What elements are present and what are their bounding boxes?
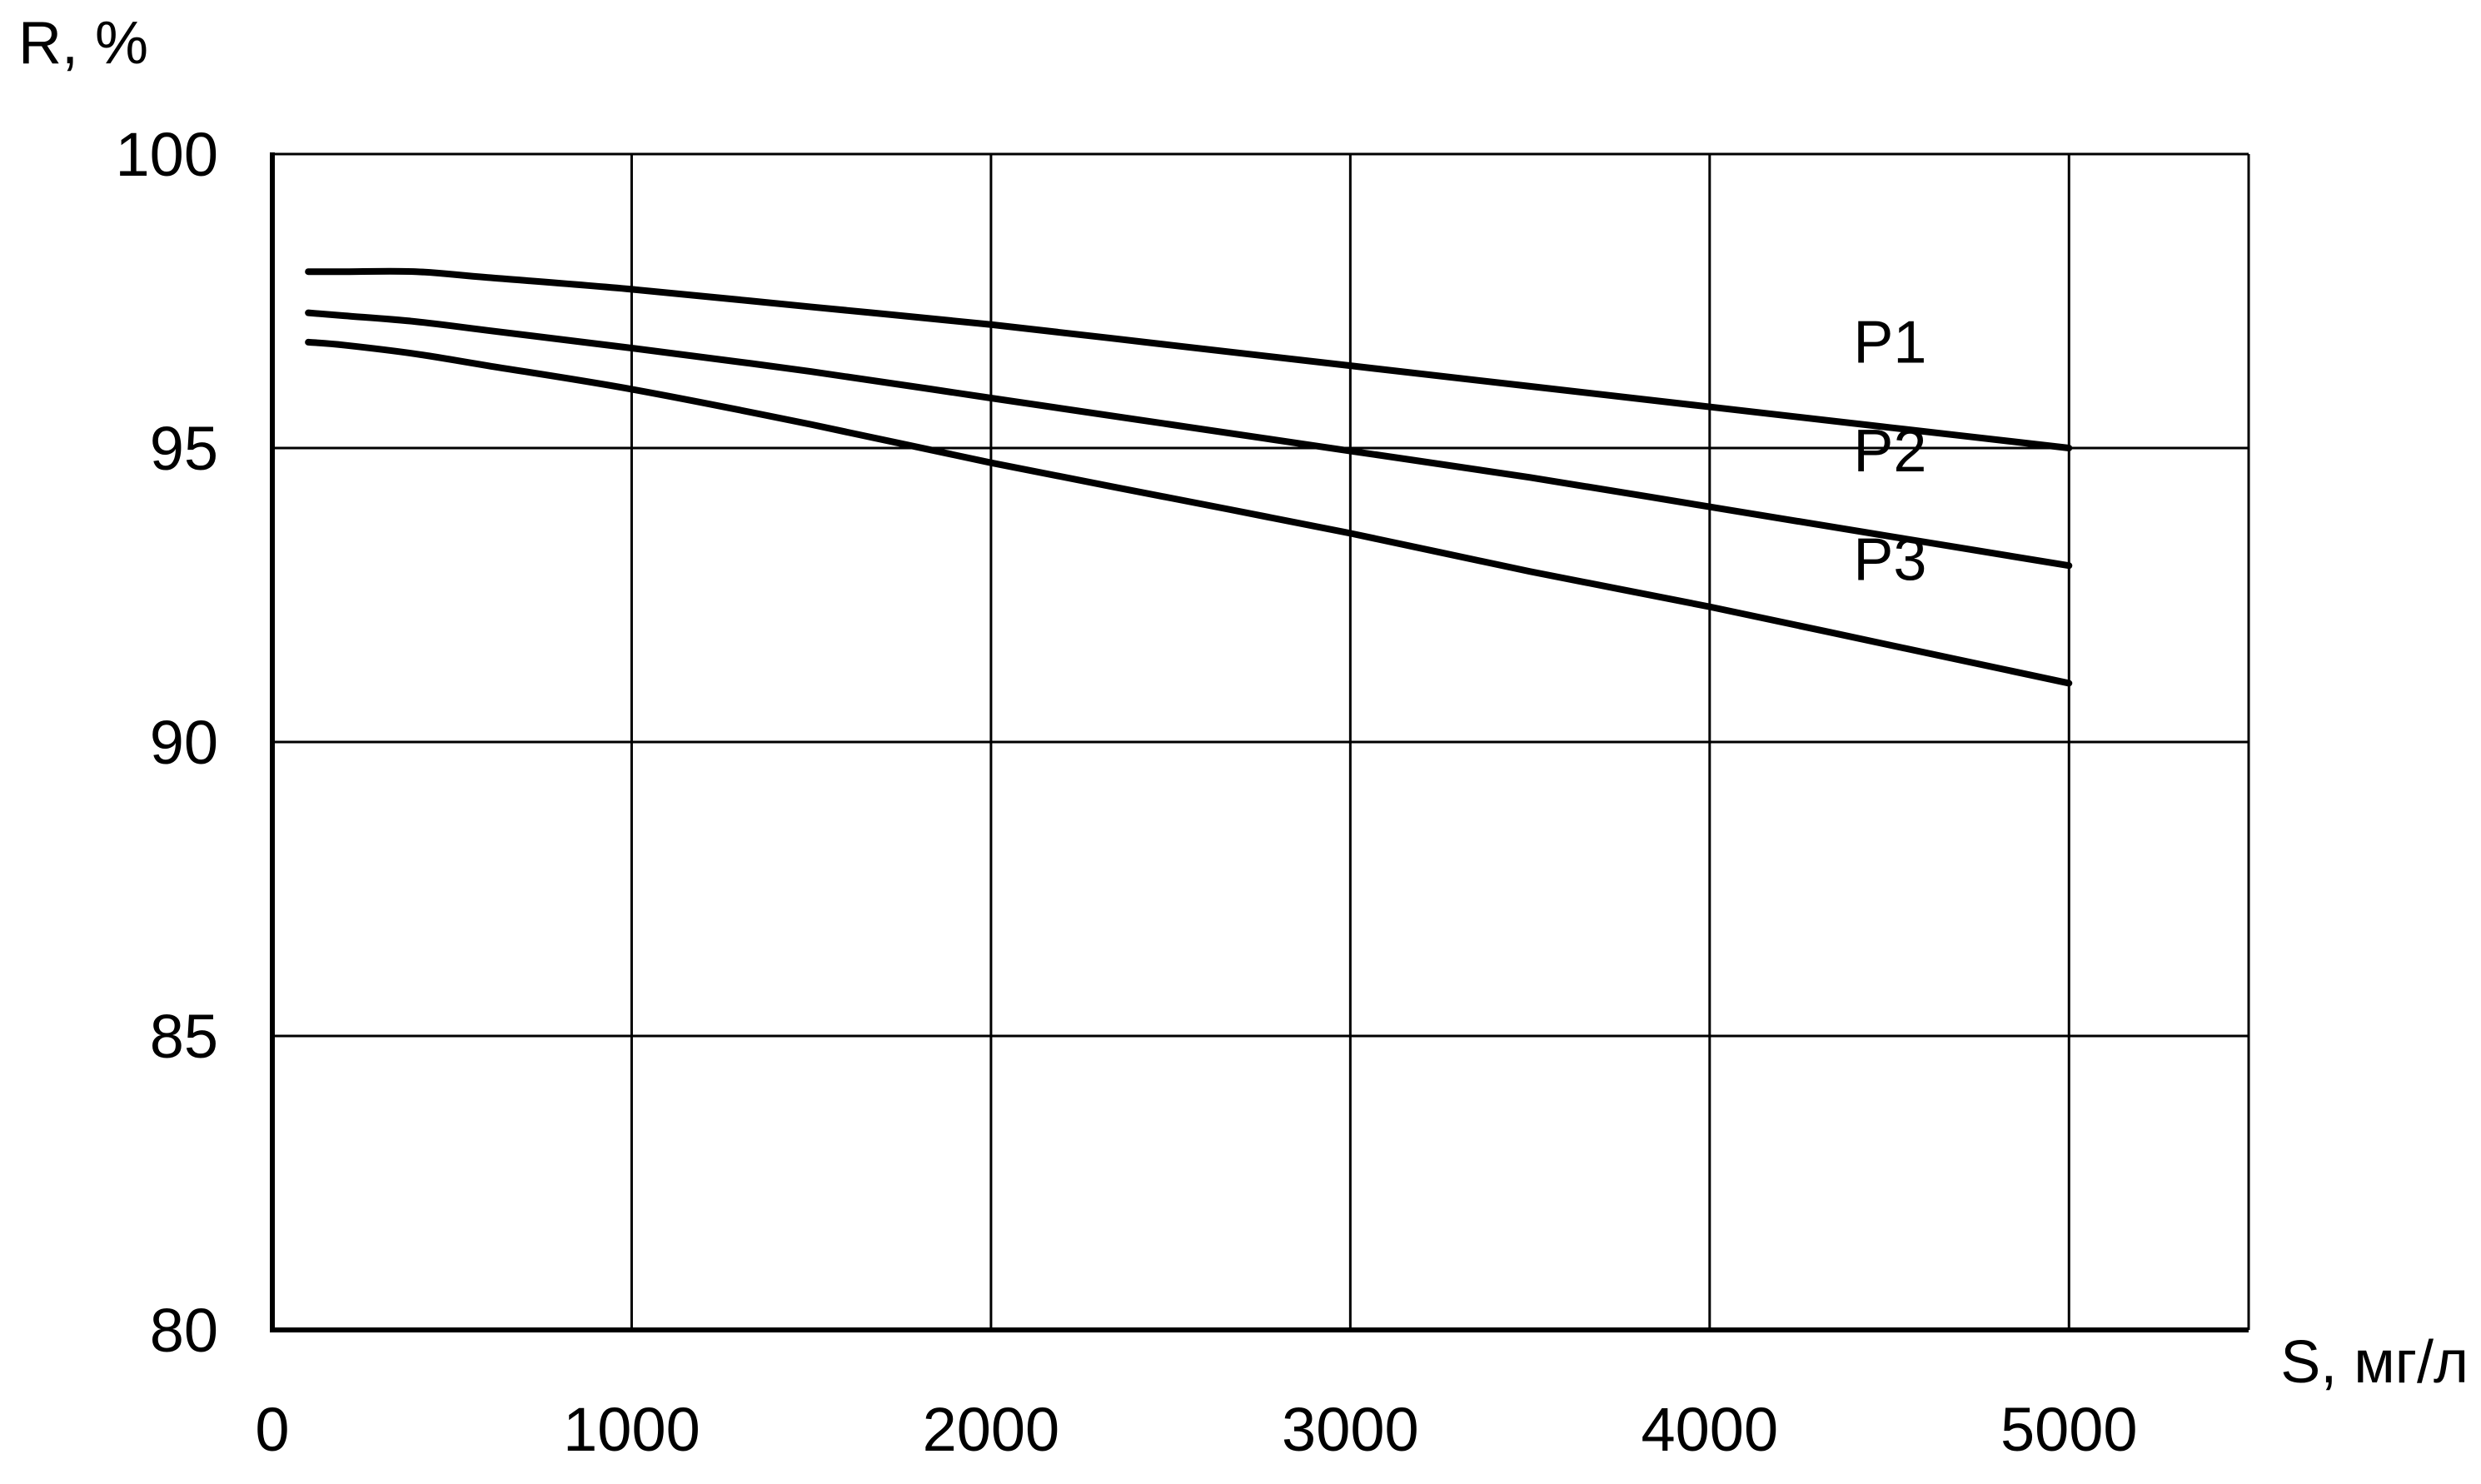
y-tick-label: 100 <box>116 120 218 189</box>
series-line-p1 <box>305 267 2073 451</box>
y-tick-label: 95 <box>150 414 218 483</box>
x-tick-label: 2000 <box>923 1395 1060 1464</box>
series-lines <box>305 267 2073 687</box>
x-tick-label: 1000 <box>563 1395 700 1464</box>
axes <box>270 152 2250 1332</box>
y-tick-label: 80 <box>150 1296 218 1365</box>
series-labels: P1 P2 P3 <box>1853 309 1926 593</box>
series-line-p2 <box>305 309 2073 570</box>
series-label-p3: P3 <box>1853 527 1926 594</box>
series-line-p3 <box>305 338 2073 687</box>
x-axis-label: S, мг/л <box>2280 1329 2469 1396</box>
x-tick-label: 0 <box>255 1395 289 1464</box>
series-label-p2: P2 <box>1853 418 1926 485</box>
x-tick-label: 4000 <box>1642 1395 1779 1464</box>
x-tick-label: 3000 <box>1282 1395 1419 1464</box>
y-tick-label: 85 <box>150 1002 218 1071</box>
series-label-p1: P1 <box>1853 309 1926 376</box>
grid <box>272 152 2249 1330</box>
x-tick-label: 5000 <box>2000 1395 2138 1464</box>
y-tick-label: 90 <box>150 708 218 777</box>
y-axis-label: R, % <box>18 10 148 77</box>
